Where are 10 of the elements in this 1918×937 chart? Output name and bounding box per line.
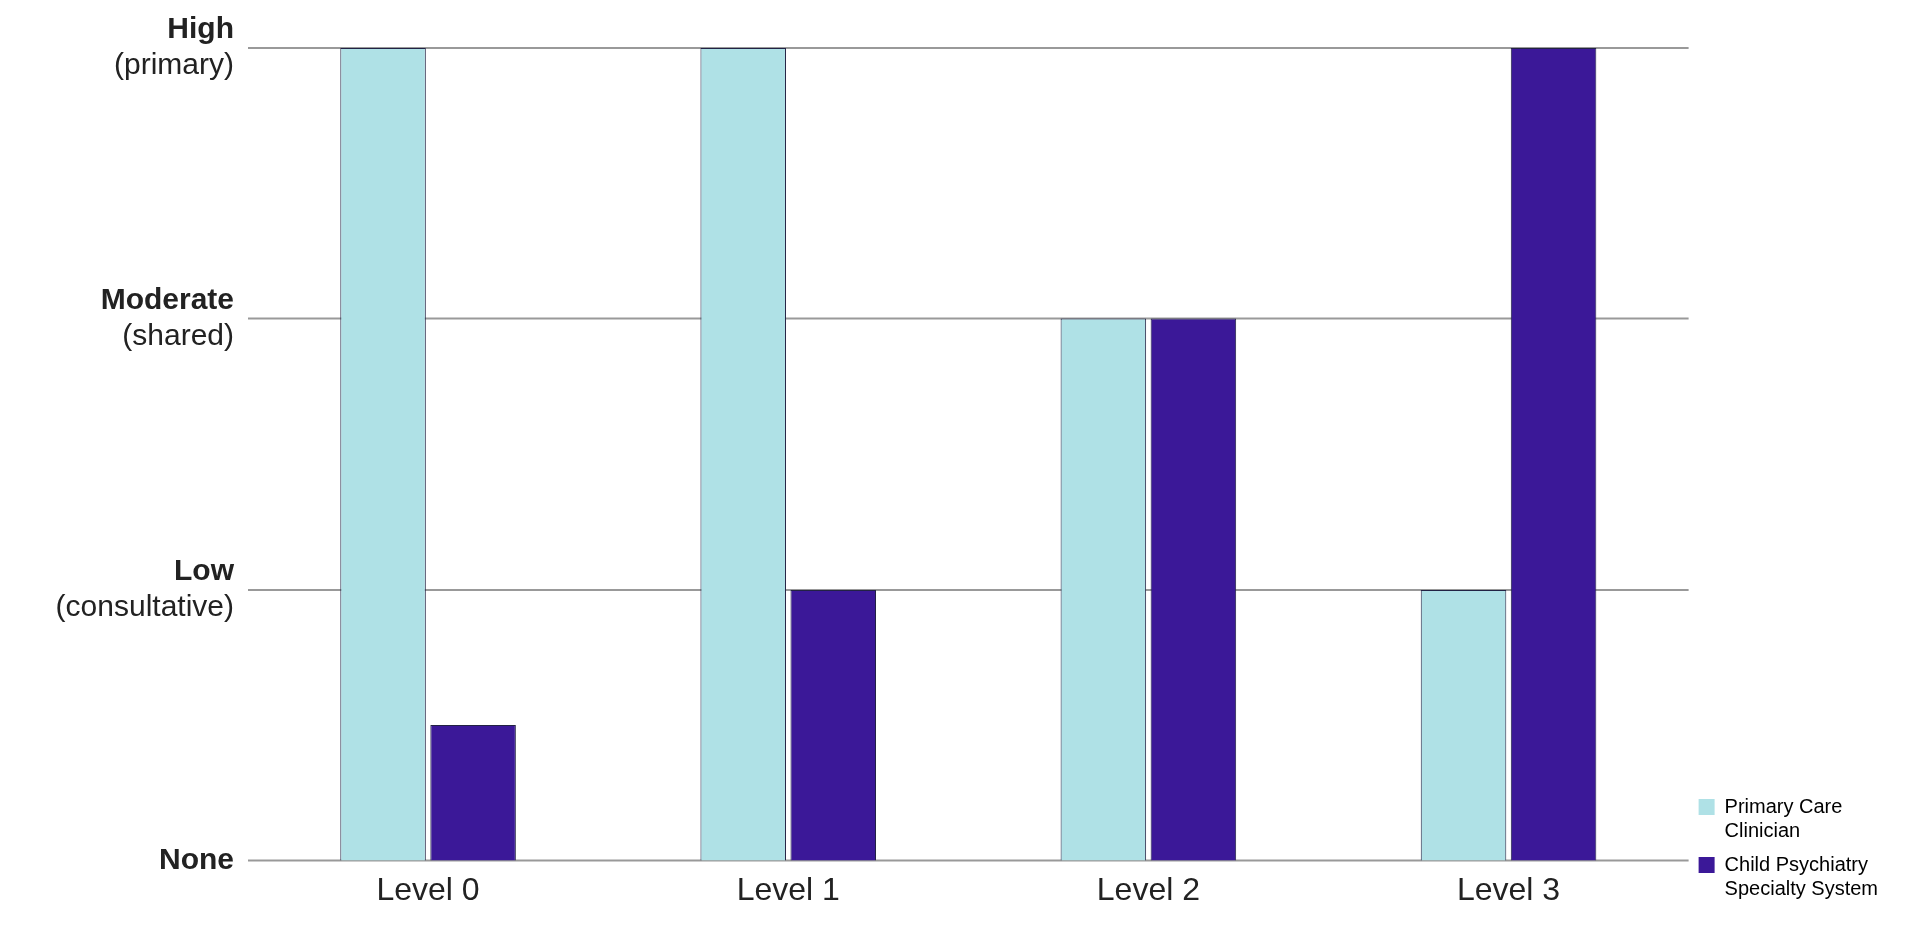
legend-label: Primary Care Clinician bbox=[1724, 794, 1843, 841]
x-tick-label: Level 3 bbox=[1456, 870, 1561, 907]
ref-line-label: High (primary) bbox=[114, 11, 234, 81]
x-tick-label: Level 0 bbox=[376, 870, 480, 907]
ref-line-label: Moderate (shared) bbox=[100, 281, 234, 351]
legend-label: Child Psychiatry Specialty System bbox=[1724, 852, 1878, 899]
x-tick-label: Level 2 bbox=[1096, 870, 1200, 907]
ref-line-label: None bbox=[159, 841, 234, 875]
ref-line-label: Low (consultative) bbox=[55, 553, 235, 623]
x-tick-label: Level 1 bbox=[736, 870, 840, 907]
